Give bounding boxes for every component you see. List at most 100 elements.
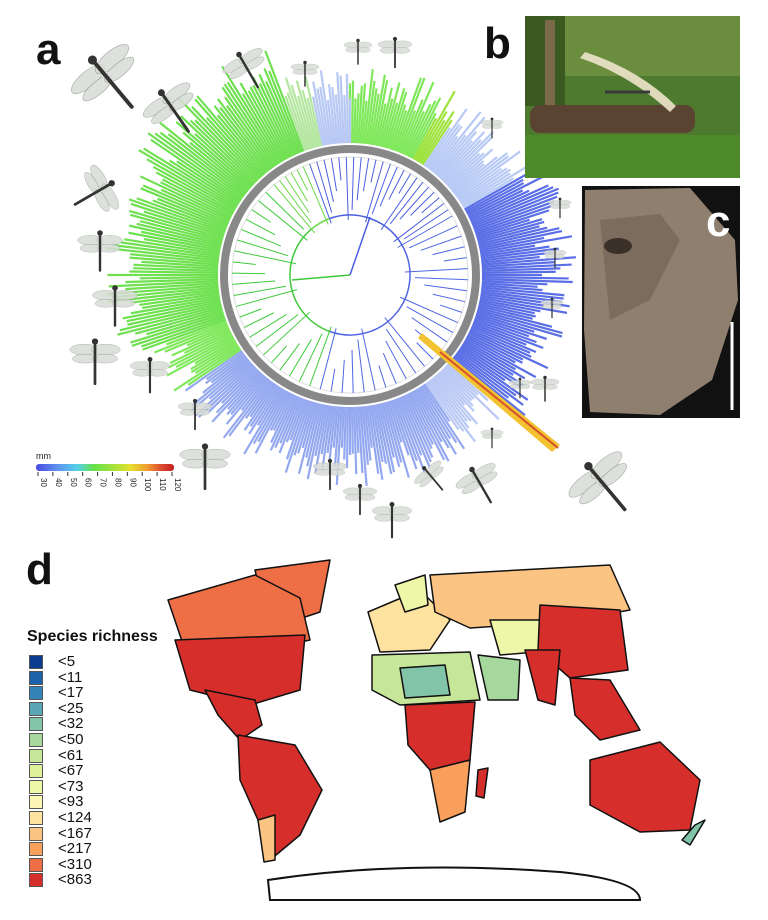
size-bar (124, 238, 220, 256)
size-bar (426, 381, 465, 432)
size-bar (459, 346, 521, 388)
size-bar (215, 369, 259, 414)
size-bar (207, 366, 256, 413)
map-region-scandinavia (394, 574, 429, 613)
size-bar (286, 92, 309, 151)
dragonfly-icon (378, 36, 412, 69)
size-bar (470, 326, 531, 354)
size-bar (401, 395, 432, 463)
tree-outer-ring (220, 145, 480, 405)
size-bar (140, 230, 221, 250)
size-bar (217, 98, 272, 171)
size-bar (290, 84, 313, 150)
size-bar (248, 385, 281, 435)
size-bar (457, 350, 529, 401)
size-bar (241, 93, 284, 162)
size-bar (125, 278, 219, 284)
size-bar (284, 77, 311, 150)
size-bar (166, 337, 235, 377)
tree-branch (385, 340, 407, 379)
tree-branch (410, 191, 435, 216)
size-bar (355, 406, 360, 454)
size-bar (326, 99, 335, 145)
legend-swatch (29, 748, 43, 763)
size-bar (464, 172, 529, 211)
size-bar (448, 148, 494, 189)
tree-branch (298, 333, 323, 382)
size-gradient-bar (36, 464, 174, 471)
legend-label: <32 (58, 715, 84, 733)
tree-branch (388, 169, 405, 200)
size-bar (293, 400, 313, 456)
map-region-new-zealand (681, 819, 706, 846)
size-bar (353, 406, 358, 475)
size-bar (481, 275, 569, 280)
size-bar (465, 178, 524, 213)
size-bar (210, 355, 247, 384)
size-bar (230, 374, 266, 415)
size-bar (353, 98, 357, 144)
size-bar (223, 83, 279, 166)
map-region-south-america (237, 734, 323, 861)
size-bar (285, 399, 309, 460)
scale-tick-label: 50 (69, 478, 78, 487)
dragonfly-icon (222, 48, 265, 89)
tree-branch (398, 173, 412, 194)
size-bar (418, 386, 452, 440)
size-bar (130, 253, 219, 264)
size-bar (399, 99, 424, 154)
size-bar (481, 282, 538, 288)
map-region-central-america (204, 689, 263, 741)
size-bar (333, 406, 341, 468)
size-bar (301, 402, 317, 449)
size-bar (365, 80, 376, 145)
size-bar (175, 335, 234, 369)
legend-label: <124 (58, 809, 92, 826)
size-bar (194, 133, 254, 187)
size-bar (468, 330, 549, 370)
size-bar (476, 310, 563, 338)
size-bar (430, 378, 470, 429)
tree-branch (361, 328, 376, 391)
size-bar (194, 119, 258, 183)
dragonfly-icon (543, 247, 567, 269)
size-bar (359, 83, 367, 144)
size-bar (397, 397, 423, 456)
scale-tick-label: 110 (158, 478, 167, 491)
size-bar (139, 175, 232, 220)
size-bar (186, 326, 230, 347)
tree-branch (380, 177, 418, 230)
size-bar (119, 304, 222, 332)
size-bar (393, 77, 423, 152)
size-bar (444, 366, 500, 421)
size-bar (363, 68, 374, 144)
dragonfly-icon (92, 285, 138, 327)
size-bar (478, 227, 560, 248)
size-bar (205, 351, 244, 381)
size-bar (481, 270, 556, 275)
size-bar (371, 74, 387, 146)
size-bar (221, 367, 258, 404)
tree-branch (309, 163, 332, 224)
size-bar (305, 403, 321, 458)
size-bar (304, 76, 323, 147)
size-bar (155, 171, 234, 215)
size-bar (190, 343, 239, 374)
size-bar (474, 316, 530, 338)
size-bar (410, 391, 450, 462)
size-bar (470, 186, 554, 224)
size-bar (369, 405, 384, 480)
size-bar (457, 167, 502, 200)
size-bar (143, 237, 221, 254)
size-bar (357, 85, 364, 144)
size-bar (133, 263, 219, 270)
size-bar (481, 255, 540, 264)
size-bar (171, 328, 231, 357)
size-bar (397, 110, 417, 153)
size-bar (320, 405, 333, 472)
tree-branch (279, 180, 312, 224)
size-bar (139, 275, 219, 280)
size-bar (157, 197, 228, 228)
size-bar (316, 88, 329, 146)
size-bar (160, 188, 231, 222)
